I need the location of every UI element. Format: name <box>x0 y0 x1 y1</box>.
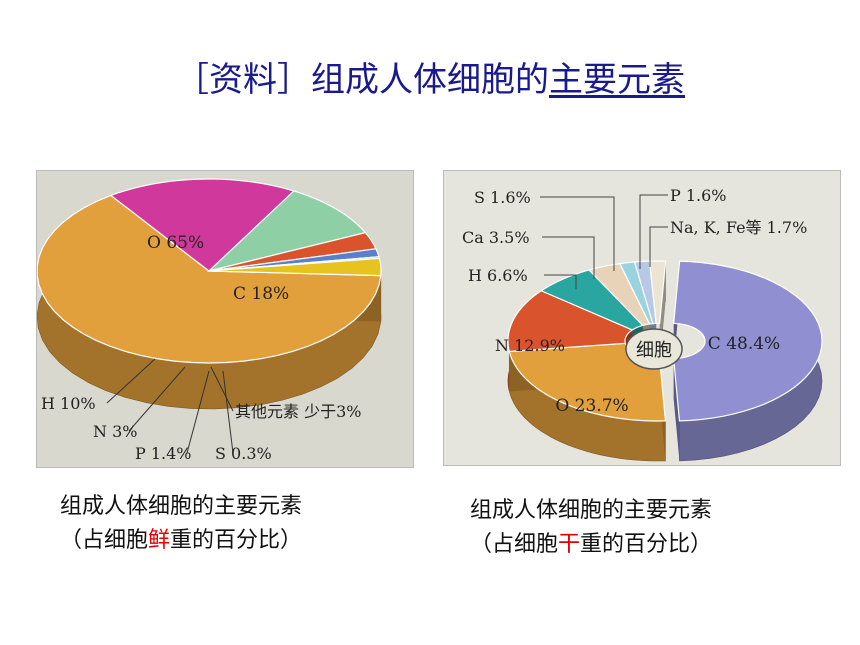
caption-highlight: 干 <box>558 532 581 557</box>
leader-line <box>649 226 668 267</box>
label-ca: Ca 3.5% <box>462 228 530 247</box>
dry-weight-chart-photo: 细胞 C 48.4% O 23.7% N 12.9% H 6.6% Ca 3.5… <box>443 170 841 466</box>
pie-slice-other <box>208 257 382 277</box>
pie-slice-na-k-fe <box>648 260 667 325</box>
label-o: O 23.7% <box>555 396 628 416</box>
caption-line2-pre: （占细胞 <box>60 528 149 553</box>
label-n: N 3% <box>93 422 137 441</box>
center-hub <box>625 328 683 370</box>
caption-line1: 组成人体细胞的主要元素 <box>60 494 303 519</box>
caption-highlight: 鲜 <box>148 528 171 553</box>
leader-line <box>210 366 234 412</box>
label-c: C 48.4% <box>708 334 780 354</box>
leader-line <box>542 236 595 279</box>
caption-line2: （占细胞鲜重的百分比） <box>60 524 302 558</box>
label-s: S 1.6% <box>474 188 531 207</box>
label-c: C 18% <box>233 284 289 304</box>
leader-line <box>186 370 210 454</box>
pie-slice-c <box>109 178 296 272</box>
label-p: P 1.6% <box>670 186 727 205</box>
leader-line <box>106 358 156 404</box>
label-s: S 0.3% <box>215 444 272 463</box>
title-prefix: ［资料］组成人体细胞的 <box>175 60 549 100</box>
leader-line <box>544 274 577 289</box>
caption-line2-post: 重的百分比） <box>170 528 303 553</box>
fresh-weight-caption: 组成人体细胞的主要元素 （占细胞鲜重的百分比） <box>60 490 302 558</box>
pie-slice-o <box>37 194 382 364</box>
dry-weight-caption: 组成人体细胞的主要元素 （占细胞干重的百分比） <box>470 494 712 562</box>
title-underlined: 主要元素 <box>549 60 685 100</box>
pie-slice-p <box>208 248 380 272</box>
label-h: H 6.6% <box>468 266 528 285</box>
caption-line2-pre: （占细胞 <box>470 532 559 557</box>
dry-weight-pie-chart: 细胞 C 48.4% O 23.7% N 12.9% H 6.6% Ca 3.5… <box>462 186 823 462</box>
label-other: 其他元素 少于3% <box>235 402 361 421</box>
leader-line <box>540 196 615 271</box>
label-other: Na, K, Fe等 1.7% <box>670 218 807 237</box>
caption-line2: （占细胞干重的百分比） <box>470 528 712 562</box>
caption-line2-post: 重的百分比） <box>580 532 713 557</box>
leader-line <box>639 194 668 269</box>
fresh-weight-chart-photo: O 65% C 18% H 10% N 3% P 1.4% S 0.3% 其他元… <box>36 170 414 468</box>
center-label: 细胞 <box>636 340 672 361</box>
caption-line1: 组成人体细胞的主要元素 <box>470 498 713 523</box>
label-p: P 1.4% <box>135 444 192 463</box>
label-n: N 12.9% <box>495 336 565 355</box>
label-o: O 65% <box>147 233 204 253</box>
fresh-weight-pie-chart: O 65% C 18% H 10% N 3% P 1.4% S 0.3% 其他元… <box>37 178 382 463</box>
leader-line <box>128 366 186 432</box>
pie-slice-h <box>206 190 367 273</box>
page-title: ［资料］组成人体细胞的主要元素 <box>0 52 860 101</box>
leader-line <box>222 370 234 454</box>
pie-face-c <box>673 358 680 461</box>
pie-slice-n <box>208 231 377 272</box>
label-h: H 10% <box>41 394 96 413</box>
